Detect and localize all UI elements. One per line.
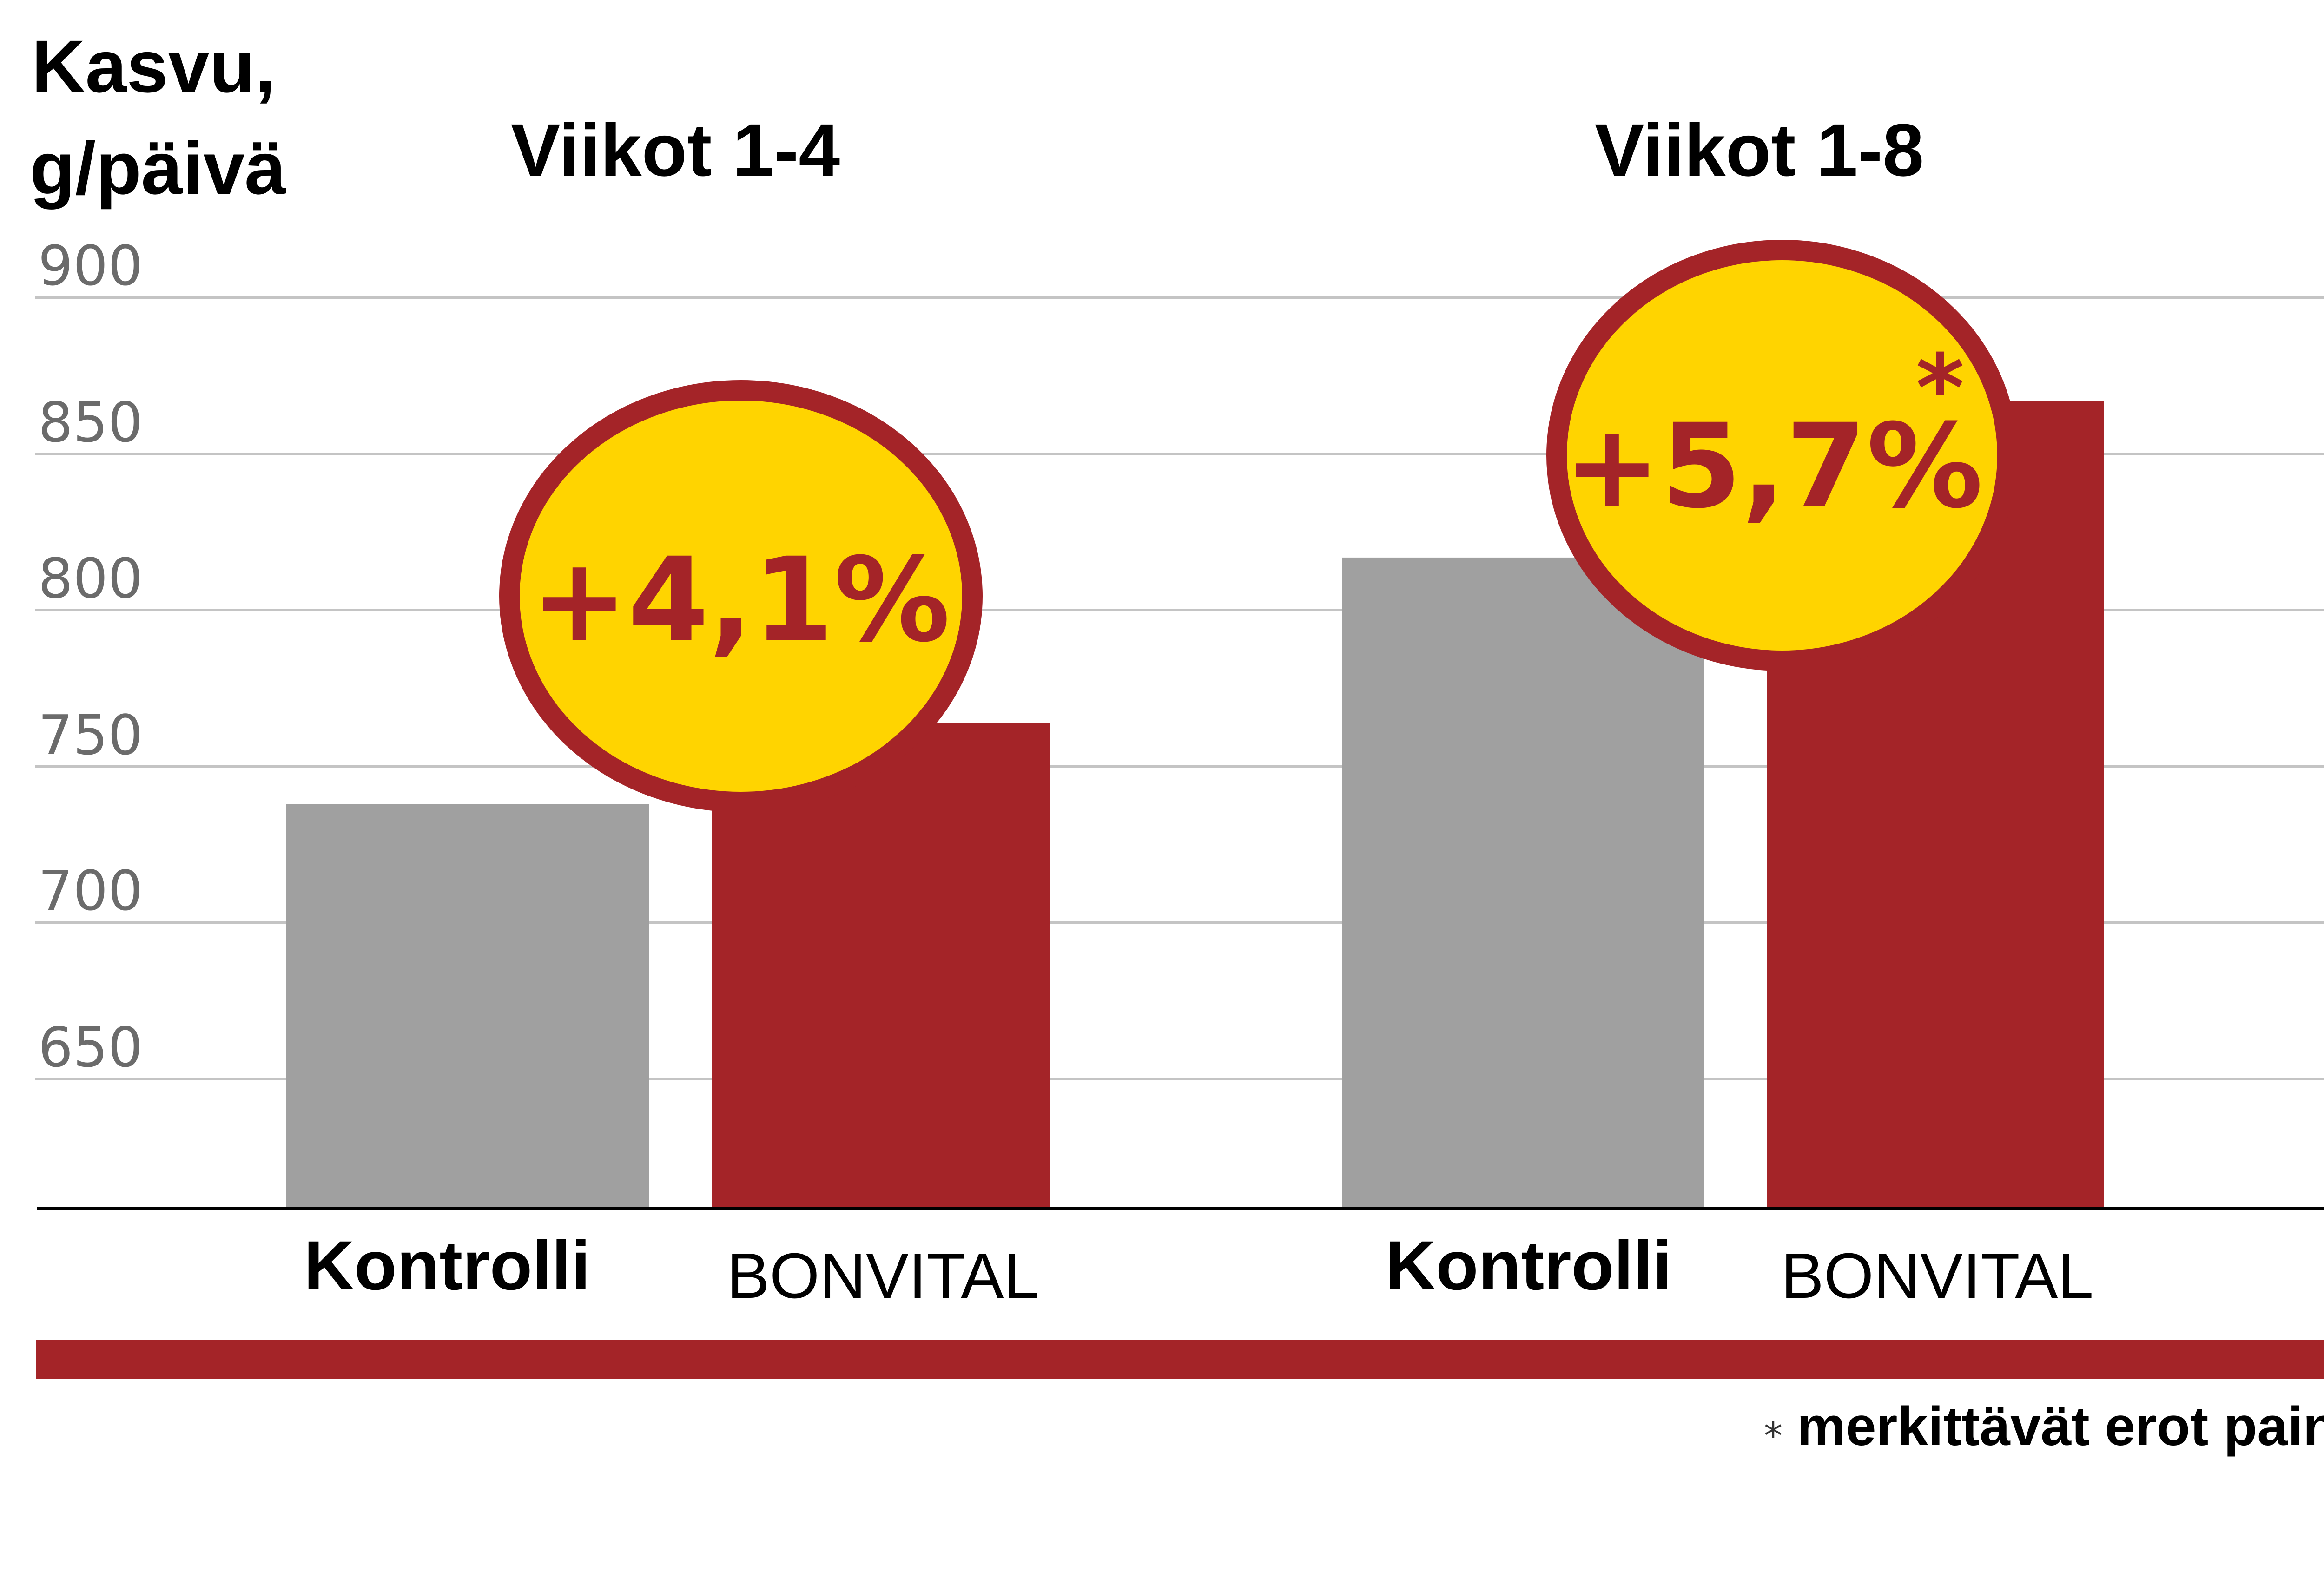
y-tick-label: 850 xyxy=(38,390,143,454)
y-tick-label: 650 xyxy=(38,1015,143,1079)
significance-asterisk-icon: * xyxy=(1916,335,1965,443)
badge-weeks-1-8: +5,7% * xyxy=(1546,240,2018,671)
y-tick-label: 700 xyxy=(38,859,143,923)
y-axis-ticks: 900 850 800 750 700 650 xyxy=(38,234,143,1079)
x-axis-labels: Kontrolli BONVITAL Kontrolli BONVITAL Ko… xyxy=(304,1226,2093,1312)
footer-band xyxy=(36,1340,2324,1379)
x-label-bonvital: BONVITAL xyxy=(1781,1240,2093,1312)
footnote: * merkittävät erot painon kehityksessä xyxy=(1764,1396,2324,1458)
y-tick-label: 900 xyxy=(38,234,143,298)
y-tick-label: 800 xyxy=(38,546,143,611)
bar-control-weeks-1-8 xyxy=(1342,557,1704,1208)
badge-circle xyxy=(499,380,983,812)
y-tick-label: 750 xyxy=(38,703,143,767)
bar-control-weeks-1-4 xyxy=(286,804,649,1208)
x-label-control: Kontrolli xyxy=(1386,1226,1672,1304)
footnote-asterisk-icon: * xyxy=(1764,1414,1783,1458)
y-axis-title-line2: g/päivä xyxy=(30,126,286,210)
badge-percent: +5,7% xyxy=(1564,399,1983,534)
x-label-control: Kontrolli xyxy=(304,1226,591,1304)
x-label-bonvital: BONVITAL xyxy=(727,1240,1039,1312)
y-axis-title-line1: Kasvu, xyxy=(32,25,276,108)
group-title-weeks-1-4: Viikot 1-4 xyxy=(511,108,840,191)
badge-percent: +4,1% xyxy=(531,533,951,668)
badge-weeks-1-4: +4,1% xyxy=(499,380,983,812)
group-title-weeks-1-8: Viikot 1-8 xyxy=(1595,108,1924,191)
footnote-text: merkittävät erot painon kehityksessä xyxy=(1797,1396,2324,1457)
badge-circle xyxy=(1546,240,2018,671)
bars xyxy=(286,401,2104,1208)
